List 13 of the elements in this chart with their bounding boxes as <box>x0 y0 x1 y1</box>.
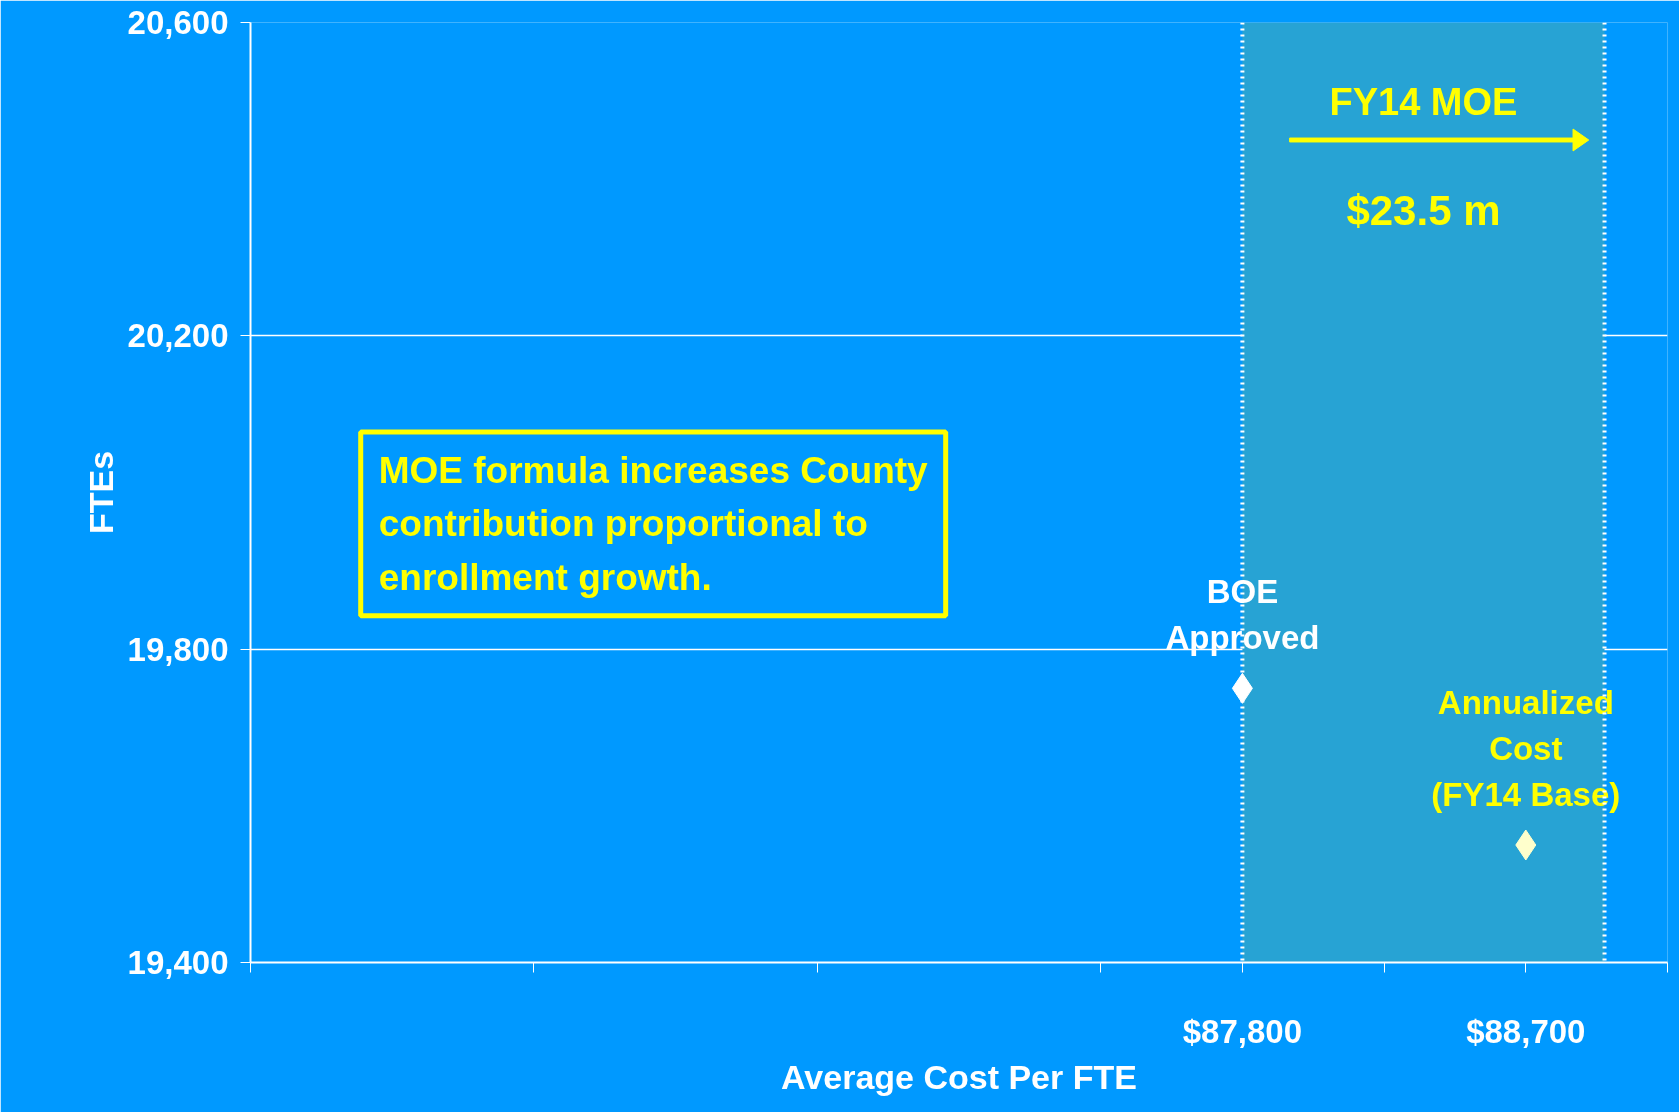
annotation: $23.5 m <box>1346 187 1501 234</box>
band-label: FY14 MOE <box>1329 80 1518 123</box>
y-tick-label: 19,800 <box>127 630 229 668</box>
y-axis-title: FTEs <box>81 450 120 535</box>
x-tick-label: $88,700 <box>1466 1012 1586 1050</box>
y-tick-label: 20,600 <box>127 4 229 41</box>
x-tick-label: $87,800 <box>1182 1012 1303 1050</box>
x-axis-title: Average Cost Per FTE <box>781 1057 1137 1096</box>
y-tick-label: 19,400 <box>127 944 229 981</box>
y-tick-label: 20,200 <box>127 317 229 355</box>
annotation: MOE formula increases County contribution proportional to enrollment growth. <box>378 450 929 598</box>
annotation: BOE Approved <box>1165 573 1320 657</box>
annotation: Annualized Cost (FY14 Base) <box>1431 683 1621 813</box>
